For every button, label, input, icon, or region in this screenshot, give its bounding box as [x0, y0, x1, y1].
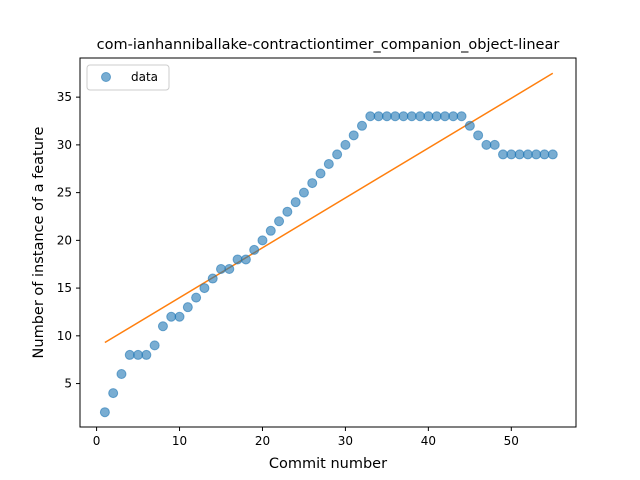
data-point — [547, 149, 558, 160]
data-point — [315, 168, 326, 179]
data-point — [298, 187, 309, 198]
data-point — [307, 178, 318, 189]
y-tick-label: 25 — [57, 186, 72, 200]
data-point — [398, 111, 409, 122]
data-point — [199, 283, 210, 294]
data-point — [124, 349, 135, 360]
fit-line — [104, 72, 554, 344]
y-tick-label: 35 — [57, 90, 72, 104]
data-point — [249, 244, 260, 255]
data-point — [282, 206, 293, 217]
data-point — [323, 158, 334, 169]
data-point — [357, 120, 368, 131]
x-axis-ticks: 0 10 20 30 40 50 — [93, 427, 519, 448]
data-point — [182, 302, 193, 313]
x-tick-label: 20 — [255, 434, 270, 448]
data-point — [99, 407, 110, 418]
data-point — [531, 149, 542, 160]
data-point — [108, 388, 119, 399]
y-tick-label: 30 — [57, 138, 72, 152]
y-axis-label: Number of instance of a feature — [31, 126, 47, 358]
data-point — [166, 311, 177, 322]
data-point — [157, 321, 168, 332]
x-tick-label: 40 — [421, 434, 436, 448]
data-point — [348, 130, 359, 141]
data-point — [340, 139, 351, 150]
data-point — [332, 149, 343, 160]
data-point — [514, 149, 525, 160]
x-tick-label: 50 — [504, 434, 519, 448]
data-point — [415, 111, 426, 122]
data-point — [381, 111, 392, 122]
data-point — [448, 111, 459, 122]
y-tick-label: 20 — [57, 233, 72, 247]
x-axis-label: Commit number — [269, 456, 387, 472]
data-point — [390, 111, 401, 122]
data-point — [232, 254, 243, 265]
data-point — [240, 254, 251, 265]
y-tick-label: 5 — [64, 377, 72, 391]
x-tick-label: 0 — [93, 434, 101, 448]
y-axis-ticks: 5 10 15 20 25 30 35 — [57, 90, 80, 391]
data-point — [191, 292, 202, 303]
data-point — [506, 149, 517, 160]
data-point — [133, 349, 144, 360]
data-point — [456, 111, 467, 122]
data-point — [373, 111, 384, 122]
legend: data — [86, 64, 170, 91]
data-point — [489, 139, 500, 150]
data-point — [464, 120, 475, 131]
data-point — [257, 235, 268, 246]
data-point — [498, 149, 509, 160]
data-point — [149, 340, 160, 351]
chart-title: com-ianhanniballake-contractiontimer_com… — [97, 37, 560, 53]
data-point — [539, 149, 550, 160]
data-point — [481, 139, 492, 150]
y-tick-label: 10 — [57, 329, 72, 343]
legend-label-data: data — [131, 70, 158, 84]
data-point — [365, 111, 376, 122]
data-point — [274, 216, 285, 227]
data-point — [473, 130, 484, 141]
data-point — [431, 111, 442, 122]
data-point — [522, 149, 533, 160]
data-point — [423, 111, 434, 122]
x-tick-label: 10 — [172, 434, 187, 448]
data-point — [141, 349, 152, 360]
data-point — [290, 197, 301, 208]
y-tick-label: 15 — [57, 281, 72, 295]
legend-marker-data — [101, 72, 111, 82]
data-point — [116, 369, 127, 380]
data-point — [174, 311, 185, 322]
x-tick-label: 30 — [338, 434, 353, 448]
data-point — [216, 263, 227, 274]
data-point — [265, 225, 276, 236]
plot-area — [99, 72, 558, 418]
data-point — [224, 263, 235, 274]
data-point — [207, 273, 218, 284]
data-point — [439, 111, 450, 122]
legend-box — [86, 64, 170, 91]
axes-frame — [79, 57, 577, 428]
data-point — [406, 111, 417, 122]
